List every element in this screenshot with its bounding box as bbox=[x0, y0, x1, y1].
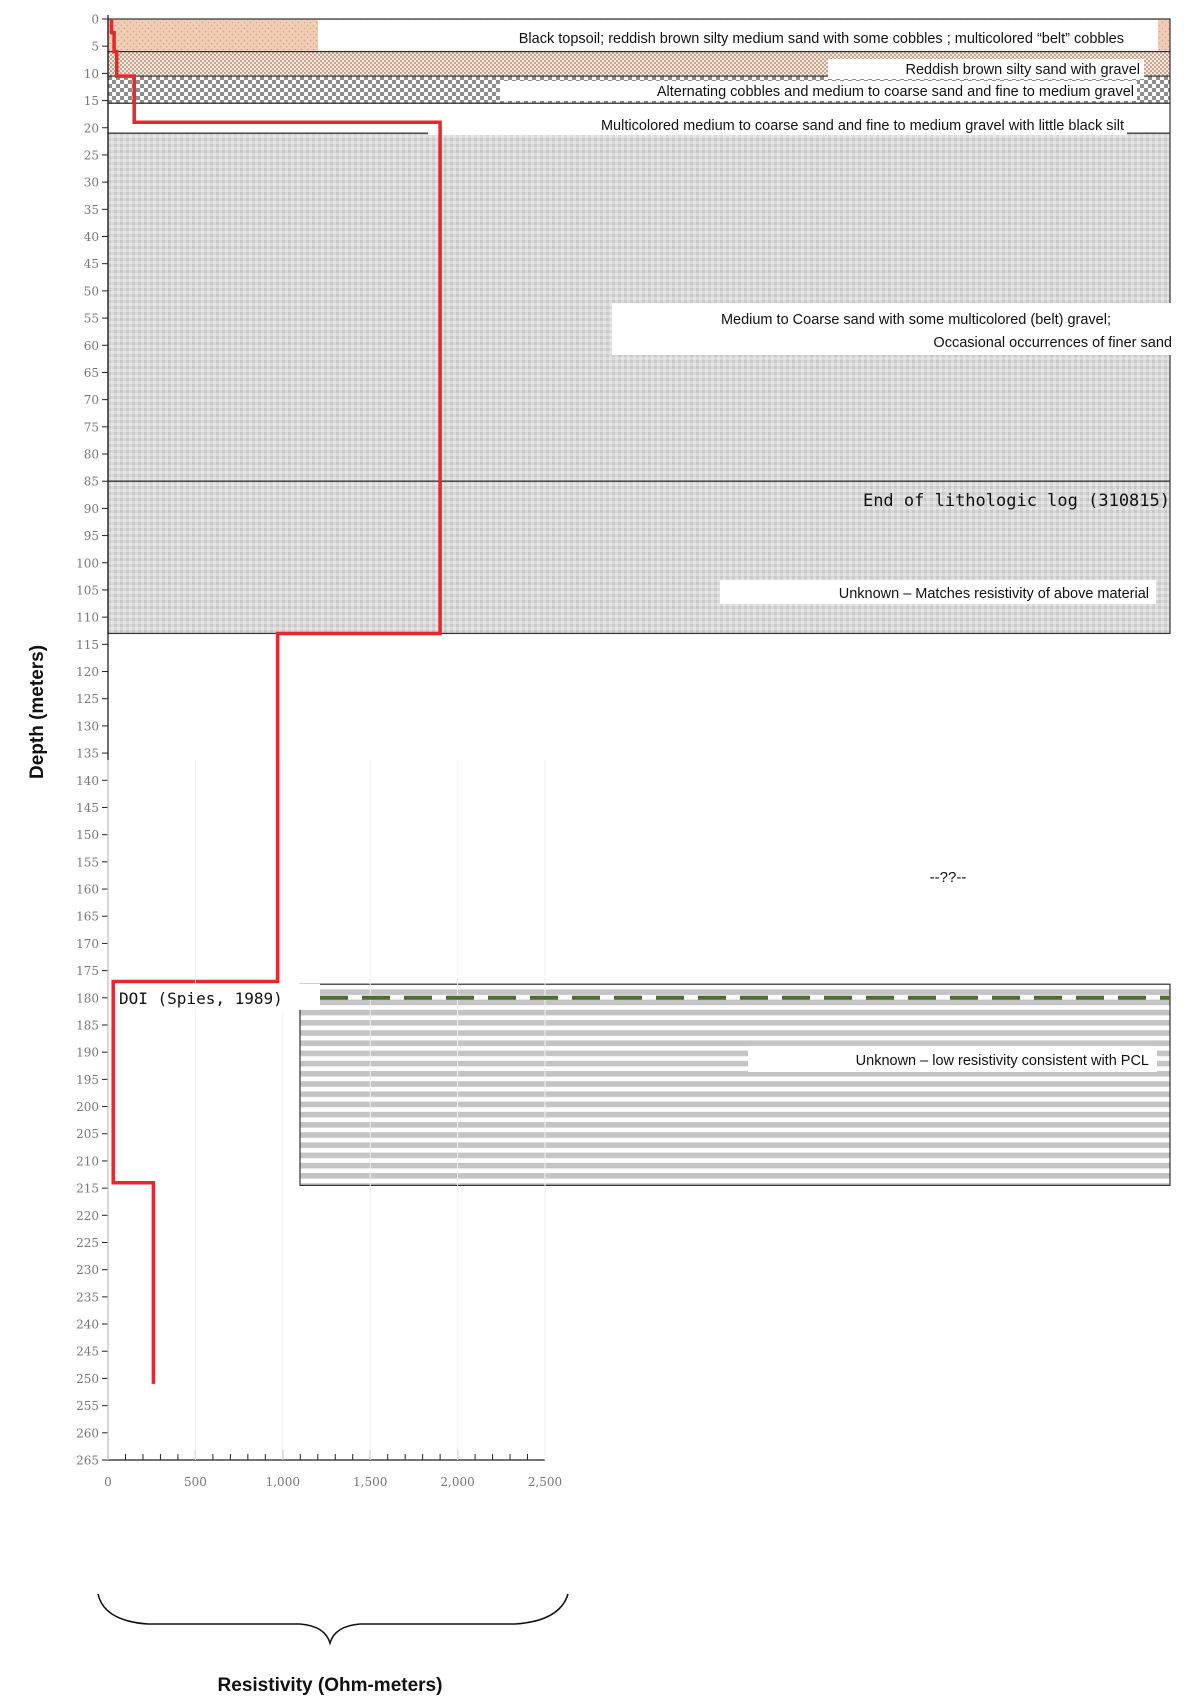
layer-5-label-box bbox=[720, 580, 1156, 604]
y-tick-label-6: 30 bbox=[84, 176, 99, 190]
y-tick-label-13: 65 bbox=[84, 366, 99, 380]
y-tick-label-37: 185 bbox=[76, 1018, 99, 1032]
y-tick-label-32: 160 bbox=[76, 883, 99, 897]
x-tick-label-2: 1,000 bbox=[266, 1475, 300, 1489]
y-tick-label-8: 40 bbox=[84, 230, 99, 244]
layer-1-label-box bbox=[828, 59, 1144, 79]
y-tick-label-0: 0 bbox=[91, 13, 99, 27]
lithology-layers: Black topsoil; reddish brown silty mediu… bbox=[107, 18, 1177, 1186]
y-tick-label-45: 225 bbox=[76, 1236, 99, 1250]
layer-0-label-box bbox=[318, 20, 1158, 51]
layer-4-label-box bbox=[612, 303, 1177, 355]
y-tick-label-41: 205 bbox=[76, 1127, 99, 1141]
y-tick-label-47: 235 bbox=[76, 1290, 99, 1304]
y-tick-label-1: 5 bbox=[91, 40, 99, 54]
x-tick-label-5: 2,500 bbox=[528, 1475, 562, 1489]
layer-3-label: Multicolored medium to coarse sand and f… bbox=[601, 118, 1124, 134]
y-tick-label-33: 165 bbox=[76, 910, 99, 924]
y-tick-label-11: 55 bbox=[84, 312, 99, 326]
y-tick-label-52: 260 bbox=[76, 1426, 99, 1440]
y-tick-label-4: 20 bbox=[84, 121, 99, 135]
y-tick-label-9: 45 bbox=[84, 257, 99, 271]
layer-2-label-box bbox=[500, 81, 1137, 101]
y-tick-label-35: 175 bbox=[76, 964, 99, 978]
y-tick-label-12: 60 bbox=[84, 339, 99, 353]
y-tick-label-18: 90 bbox=[84, 502, 99, 516]
layer-6-label-box bbox=[748, 1046, 1157, 1072]
y-tick-label-51: 255 bbox=[76, 1399, 99, 1413]
y-tick-label-7: 35 bbox=[84, 203, 99, 217]
x-axis-title: Resistivity (Ohm-meters) bbox=[218, 1675, 443, 1696]
doi-label-box bbox=[116, 983, 320, 1010]
y-tick-label-19: 95 bbox=[84, 529, 99, 543]
y-tick-label-46: 230 bbox=[76, 1263, 99, 1277]
layer-3-label-box bbox=[428, 115, 1127, 135]
y-tick-label-20: 100 bbox=[76, 556, 99, 570]
y-tick-label-21: 105 bbox=[76, 583, 99, 597]
x-axis-brace bbox=[97, 1593, 569, 1646]
doi-label: DOI (Spies, 1989) bbox=[119, 989, 283, 1008]
y-tick-label-16: 80 bbox=[84, 448, 99, 462]
unknown-zone-label: --??-- bbox=[930, 869, 967, 886]
y-tick-label-34: 170 bbox=[76, 937, 99, 951]
layer-4-label-line-2: Occasional occurrences of finer sand bbox=[933, 335, 1172, 351]
resistivity-series bbox=[109, 19, 442, 1384]
y-axis-title: Depth (meters) bbox=[27, 645, 48, 779]
x-tick-label-1: 500 bbox=[184, 1475, 207, 1489]
y-tick-label-36: 180 bbox=[76, 991, 99, 1005]
y-tick-label-23: 115 bbox=[76, 638, 99, 652]
y-tick-label-15: 75 bbox=[84, 420, 99, 434]
y-tick-label-24: 120 bbox=[76, 665, 99, 679]
y-tick-label-43: 215 bbox=[76, 1182, 99, 1196]
y-tick-label-53: 265 bbox=[76, 1454, 99, 1468]
y-tick-label-42: 210 bbox=[76, 1154, 99, 1168]
y-tick-label-2: 10 bbox=[84, 67, 99, 81]
y-tick-label-3: 15 bbox=[84, 94, 99, 108]
y-tick-label-27: 135 bbox=[76, 747, 99, 761]
y-tick-label-14: 70 bbox=[84, 393, 99, 407]
layer-2-label: Alternating cobbles and medium to coarse… bbox=[657, 84, 1134, 100]
y-tick-label-48: 240 bbox=[76, 1318, 99, 1332]
layer-5-fill bbox=[107, 480, 1171, 635]
y-tick-label-50: 250 bbox=[76, 1372, 99, 1386]
y-tick-label-31: 155 bbox=[76, 855, 99, 869]
y-tick-label-40: 200 bbox=[76, 1100, 99, 1114]
y-tick-label-28: 140 bbox=[76, 774, 99, 788]
x-tick-label-4: 2,000 bbox=[440, 1475, 474, 1489]
x-tick-label-0: 0 bbox=[104, 1475, 112, 1489]
y-tick-label-30: 150 bbox=[76, 828, 99, 842]
y-tick-label-29: 145 bbox=[76, 801, 99, 815]
axes: 0 5 10 15 20 25 30 35 40 45 50 55 60 65 70 75 80 85 90 95 10… bbox=[76, 13, 562, 1490]
y-tick-label-26: 130 bbox=[76, 719, 99, 733]
annotations: End of lithologic log (310815) DOI (Spies… bbox=[116, 491, 1170, 1010]
y-tick-label-39: 195 bbox=[76, 1073, 99, 1087]
layer-5-label: Unknown – Matches resistivity of above m… bbox=[839, 586, 1149, 602]
layer-1-label: Reddish brown silty sand with gravel bbox=[905, 62, 1140, 78]
x-tick-label-3: 1,500 bbox=[353, 1475, 387, 1489]
y-tick-label-5: 25 bbox=[84, 148, 99, 162]
y-tick-label-10: 50 bbox=[84, 284, 99, 298]
y-tick-label-49: 245 bbox=[76, 1345, 99, 1359]
y-tick-label-38: 190 bbox=[76, 1046, 99, 1060]
series-0-line bbox=[109, 19, 442, 1384]
layer-6-fill bbox=[299, 983, 1171, 1186]
layer-6-label: Unknown – low resistivity consistent wit… bbox=[856, 1053, 1149, 1069]
end-of-log-label: End of lithologic log (310815) bbox=[863, 491, 1170, 511]
y-tick-label-22: 110 bbox=[76, 611, 99, 625]
y-tick-label-25: 125 bbox=[76, 692, 99, 706]
y-tick-label-44: 220 bbox=[76, 1209, 99, 1223]
layer-4-label-line-1: Medium to Coarse sand with some multicol… bbox=[721, 312, 1111, 328]
layer-0-label: Black topsoil; reddish brown silty mediu… bbox=[519, 31, 1124, 47]
y-tick-label-17: 85 bbox=[84, 475, 99, 489]
